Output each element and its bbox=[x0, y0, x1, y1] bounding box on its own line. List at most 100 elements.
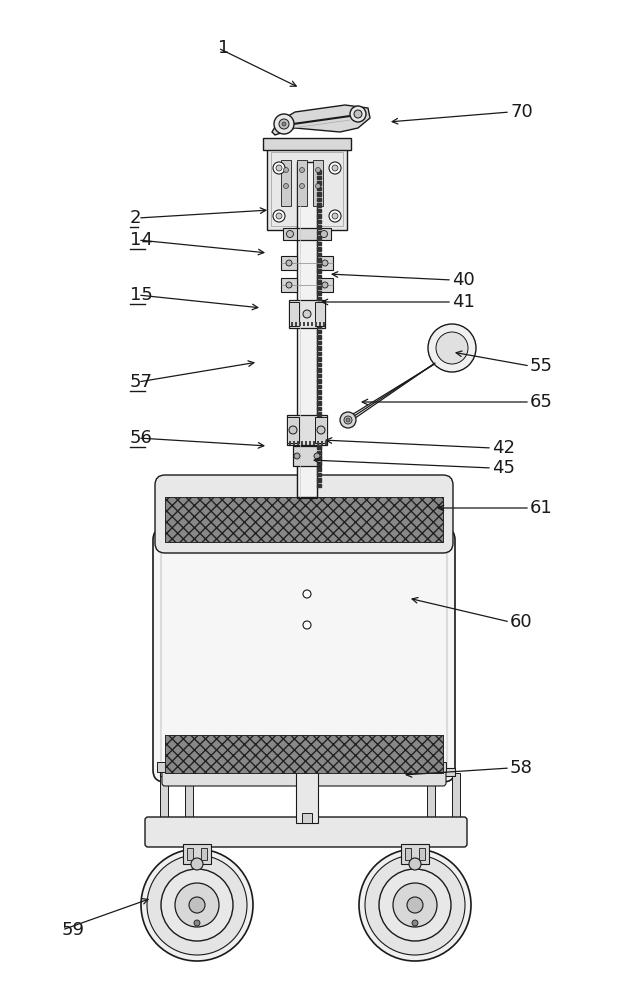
Text: 15: 15 bbox=[130, 286, 153, 304]
Polygon shape bbox=[317, 346, 321, 350]
Polygon shape bbox=[317, 373, 321, 377]
Bar bbox=[321, 441, 323, 445]
Polygon shape bbox=[317, 231, 321, 234]
Bar bbox=[325, 441, 327, 445]
FancyBboxPatch shape bbox=[162, 765, 446, 786]
Circle shape bbox=[340, 412, 356, 428]
Bar bbox=[303, 322, 305, 326]
Bar bbox=[165, 497, 443, 542]
FancyBboxPatch shape bbox=[155, 475, 453, 553]
Bar bbox=[317, 441, 319, 445]
Polygon shape bbox=[317, 236, 321, 239]
Bar bbox=[317, 256, 333, 270]
Bar bbox=[419, 848, 425, 860]
Circle shape bbox=[346, 418, 350, 422]
Polygon shape bbox=[317, 209, 321, 212]
Bar bbox=[157, 762, 175, 772]
Bar bbox=[301, 441, 303, 445]
Polygon shape bbox=[317, 192, 321, 196]
Circle shape bbox=[379, 869, 451, 941]
Bar bbox=[297, 160, 307, 206]
Circle shape bbox=[175, 883, 219, 927]
Circle shape bbox=[276, 165, 282, 171]
Bar bbox=[305, 441, 307, 445]
Text: 61: 61 bbox=[530, 499, 552, 517]
Text: 2: 2 bbox=[130, 209, 141, 227]
Bar bbox=[287, 415, 327, 445]
Circle shape bbox=[276, 213, 282, 219]
Bar bbox=[313, 160, 323, 206]
Circle shape bbox=[412, 920, 418, 926]
Bar bbox=[281, 160, 291, 206]
Polygon shape bbox=[317, 280, 321, 284]
Polygon shape bbox=[317, 340, 321, 344]
Text: 40: 40 bbox=[452, 271, 475, 289]
Bar bbox=[165, 497, 443, 542]
Bar bbox=[289, 441, 291, 445]
Text: 1: 1 bbox=[218, 39, 229, 57]
Circle shape bbox=[350, 106, 366, 122]
Polygon shape bbox=[317, 357, 321, 360]
Circle shape bbox=[286, 231, 294, 237]
Bar bbox=[307, 322, 309, 326]
Polygon shape bbox=[317, 313, 321, 316]
Polygon shape bbox=[317, 384, 321, 388]
Circle shape bbox=[194, 920, 200, 926]
Bar bbox=[263, 138, 351, 150]
Polygon shape bbox=[317, 428, 321, 432]
Circle shape bbox=[393, 883, 437, 927]
Text: 56: 56 bbox=[130, 429, 153, 447]
Polygon shape bbox=[317, 247, 321, 250]
Circle shape bbox=[332, 213, 338, 219]
Bar bbox=[401, 844, 429, 864]
Circle shape bbox=[294, 453, 300, 459]
Polygon shape bbox=[317, 181, 321, 184]
Circle shape bbox=[329, 162, 341, 174]
Bar bbox=[297, 441, 299, 445]
Circle shape bbox=[436, 332, 468, 364]
Polygon shape bbox=[317, 395, 321, 399]
Circle shape bbox=[147, 855, 247, 955]
Polygon shape bbox=[317, 186, 321, 190]
Bar bbox=[323, 322, 325, 326]
Polygon shape bbox=[317, 401, 321, 404]
Text: 57: 57 bbox=[130, 373, 153, 391]
Bar bbox=[309, 441, 311, 445]
Bar bbox=[281, 256, 297, 270]
Polygon shape bbox=[317, 330, 321, 333]
Circle shape bbox=[286, 282, 292, 288]
Bar bbox=[302, 813, 312, 823]
Text: 41: 41 bbox=[452, 293, 475, 311]
Circle shape bbox=[279, 119, 289, 129]
Polygon shape bbox=[317, 462, 321, 465]
Polygon shape bbox=[317, 308, 321, 311]
Circle shape bbox=[316, 184, 321, 188]
Text: 65: 65 bbox=[530, 393, 553, 411]
Bar bbox=[319, 322, 321, 326]
Circle shape bbox=[303, 310, 311, 318]
Polygon shape bbox=[317, 318, 321, 322]
Polygon shape bbox=[317, 406, 321, 410]
Bar bbox=[293, 441, 295, 445]
Circle shape bbox=[273, 210, 285, 222]
Bar bbox=[452, 773, 460, 823]
Circle shape bbox=[322, 282, 328, 288]
FancyBboxPatch shape bbox=[145, 817, 467, 847]
Circle shape bbox=[299, 167, 304, 172]
Bar bbox=[315, 302, 325, 326]
Circle shape bbox=[284, 184, 289, 188]
Polygon shape bbox=[317, 302, 321, 306]
Bar bbox=[289, 302, 299, 326]
Circle shape bbox=[303, 621, 311, 629]
Bar bbox=[317, 278, 333, 292]
Circle shape bbox=[321, 231, 328, 237]
Circle shape bbox=[428, 324, 476, 372]
Circle shape bbox=[314, 453, 320, 459]
Bar bbox=[315, 322, 317, 326]
Polygon shape bbox=[317, 412, 321, 416]
Bar bbox=[160, 768, 455, 776]
Polygon shape bbox=[317, 241, 321, 245]
Circle shape bbox=[284, 167, 289, 172]
Circle shape bbox=[409, 858, 421, 870]
Polygon shape bbox=[317, 440, 321, 443]
